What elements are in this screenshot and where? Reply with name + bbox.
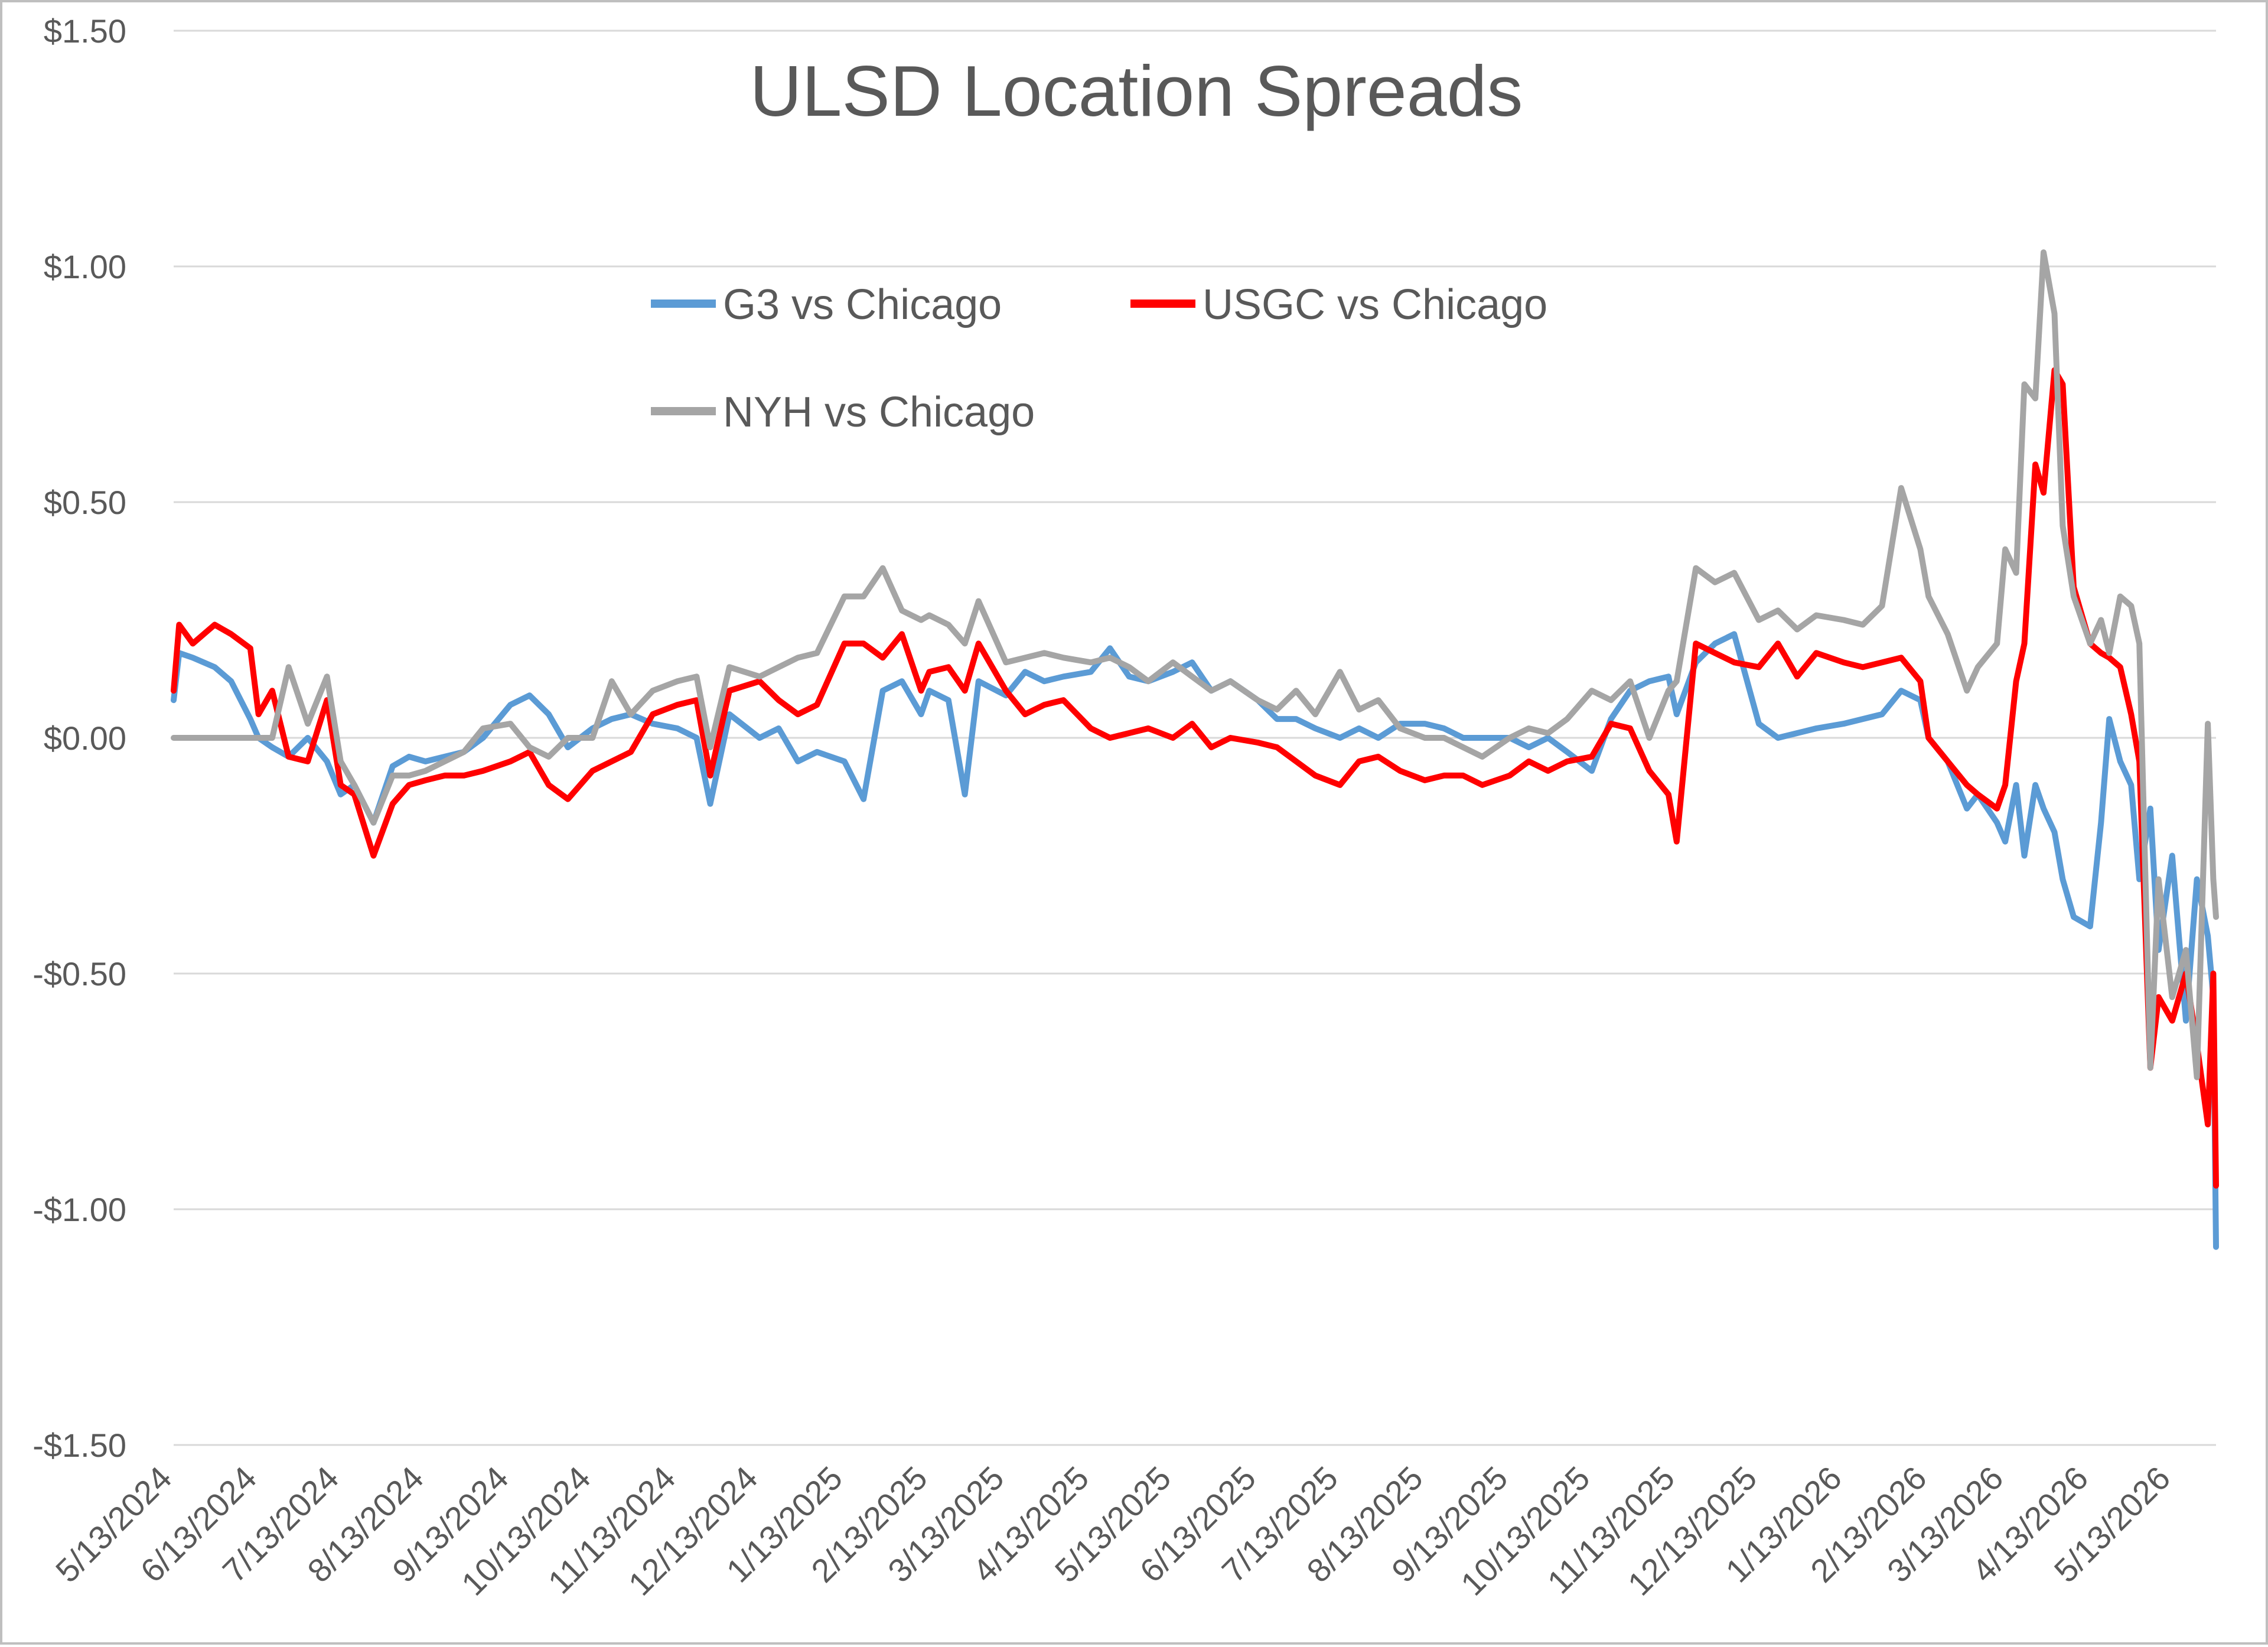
y-tick-label: $0.50 — [44, 484, 126, 521]
series-line-2 — [171, 249, 2219, 1080]
legend-label: G3 vs Chicago — [723, 281, 1002, 328]
legend-label: USGC vs Chicago — [1203, 281, 1547, 328]
y-tick-label: -$1.50 — [32, 1427, 126, 1464]
y-tick-label: -$0.50 — [32, 955, 126, 992]
series-line-0 — [171, 631, 2219, 1250]
y-tick-label: $1.50 — [44, 12, 126, 50]
y-tick-label: -$1.00 — [32, 1191, 126, 1228]
x-axis-tick-labels: 5/13/20246/13/20247/13/20248/13/20249/13… — [48, 1459, 2178, 1603]
chart-title: ULSD Location Spreads — [750, 51, 1523, 131]
legend-label: NYH vs Chicago — [723, 389, 1035, 436]
gridlines — [174, 30, 2216, 1446]
series-line-1 — [171, 367, 2219, 1189]
legend: G3 vs Chicago USGC vs Chicago NYH vs Chica… — [651, 281, 1547, 436]
y-axis-tick-labels: $1.50 $1.00 $0.50 $0.00 -$0.50 -$1.00 -$1.50 — [32, 12, 126, 1464]
y-tick-label: $0.00 — [44, 720, 126, 757]
y-tick-label: $1.00 — [44, 248, 126, 285]
series-lines — [171, 249, 2219, 1250]
